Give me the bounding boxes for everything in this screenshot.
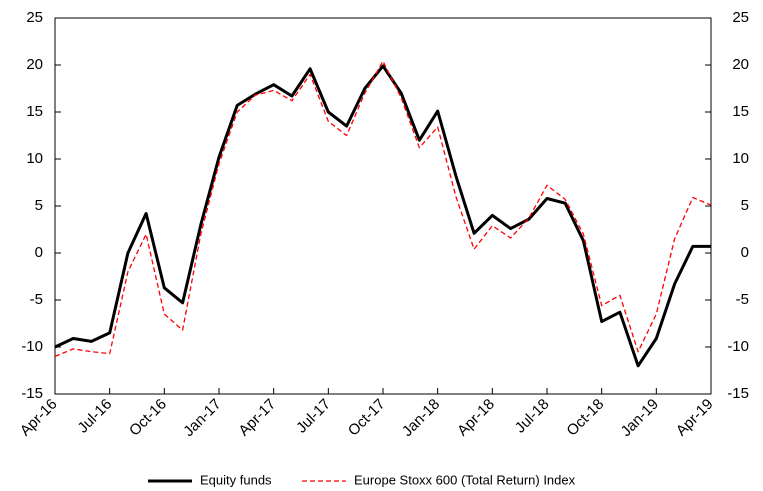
y-tick-label: 20: [26, 56, 43, 73]
legend-label: Equity funds: [200, 472, 272, 487]
y-tick-label: 15: [26, 103, 43, 120]
y-tick-label: 0: [35, 244, 43, 261]
y2-tick-label: 5: [741, 197, 749, 214]
plot-frame: [54, 17, 712, 395]
y2-tick-label: 10: [732, 150, 749, 167]
y-tick-label: -10: [21, 338, 43, 355]
y2-tick-label: 25: [732, 9, 749, 26]
x-tick-label: Oct-17: [345, 396, 389, 440]
x-tick-label: Apr-17: [235, 396, 279, 440]
x-tick-label: Apr-19: [673, 396, 717, 440]
line-series: [54, 64, 711, 368]
y-tick-label: 25: [26, 9, 43, 26]
y2-tick-label: -5: [736, 291, 749, 308]
y2-tick-label: 15: [732, 103, 749, 120]
x-tick-label: Oct-16: [126, 396, 170, 440]
x-tick-label: Apr-18: [454, 396, 498, 440]
y-tick-label: -15: [21, 385, 43, 402]
x-tick-label: Jan-17: [180, 396, 224, 440]
y2-tick-label: -15: [727, 385, 749, 402]
y-tick-label: 10: [26, 150, 43, 167]
y2-tick-label: 0: [741, 244, 749, 261]
x-tick-label: Jul-18: [512, 396, 553, 437]
x-tick-label: Apr-16: [17, 396, 61, 440]
y2-tick-label: 20: [732, 56, 749, 73]
x-tick-label: Jul-16: [74, 396, 115, 437]
x-tick-label: Jul-17: [293, 396, 334, 437]
legend-label: Europe Stoxx 600 (Total Return) Index: [354, 472, 576, 487]
y2-tick-label: -10: [727, 338, 749, 355]
y-tick-label: 5: [35, 197, 43, 214]
y-tick-label: -5: [30, 291, 43, 308]
x-tick-label: Jan-18: [399, 396, 443, 440]
line-series: [54, 60, 712, 358]
x-tick-label: Jan-19: [618, 396, 662, 440]
x-tick-label: Oct-18: [563, 396, 607, 440]
